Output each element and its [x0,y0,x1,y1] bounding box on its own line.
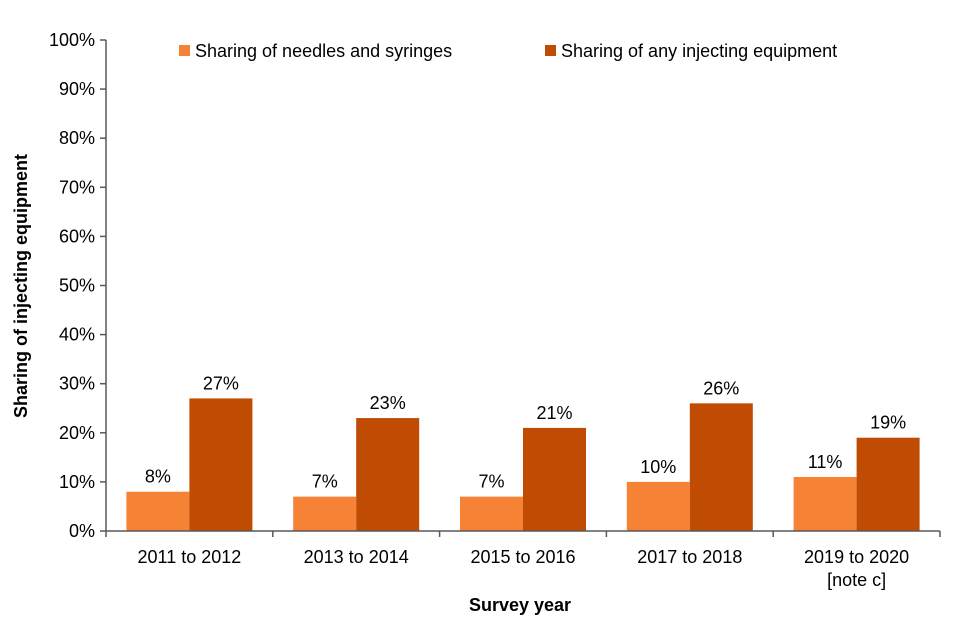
bar-series-1 [793,476,857,531]
y-tick-label: 40% [59,325,95,345]
x-tick-label: 2019 to 2020 [804,547,909,567]
y-tick-label: 0% [69,521,95,541]
x-tick-label: 2017 to 2018 [637,547,742,567]
y-tick-label: 50% [59,276,95,296]
bars [126,398,920,531]
data-label: 26% [703,378,739,398]
x-tick-label: 2015 to 2016 [470,547,575,567]
x-axis-title: Survey year [469,595,571,615]
bar-series-2 [189,398,253,531]
x-tick-label: 2013 to 2014 [304,547,409,567]
y-axis-ticks: 0% 10% 20% 30% 40% 50% 60% 70% 80% 90% 100% [49,30,106,541]
y-axis-title: Sharing of injecting equipment [11,154,31,418]
x-axis-ticks: 2011 to 2012 2013 to 2014 2015 to 2016 2017… [105,531,941,590]
legend-swatch-series-1 [179,45,190,56]
x-tick-label: [note c] [827,570,886,590]
legend-swatch-series-2 [545,45,556,56]
y-tick-label: 30% [59,374,95,394]
legend-label-series-1: Sharing of needles and syringes [195,41,452,61]
bar-series-1 [626,481,690,531]
data-label: 7% [478,472,504,492]
y-tick-label: 100% [49,30,95,50]
data-label: 7% [312,472,338,492]
y-tick-label: 10% [59,472,95,492]
bar-series-1 [460,496,523,531]
x-tick-label: 2011 to 2012 [138,547,242,567]
data-label: 21% [536,403,572,423]
bar-series-1 [293,496,357,531]
y-tick-label: 80% [59,128,95,148]
data-label: 23% [370,393,406,413]
data-label: 8% [145,467,171,487]
bar-series-2 [356,418,420,531]
legend-label-series-2: Sharing of any injecting equipment [561,41,837,61]
bar-series-2 [523,427,586,531]
y-tick-label: 90% [59,79,95,99]
bar-series-2 [856,437,920,531]
data-label: 11% [808,452,843,472]
y-tick-label: 20% [59,423,95,443]
legend: Sharing of needles and syringes Sharing o… [179,41,837,61]
bar-series-2 [689,403,753,531]
data-labels: 8% 27% 7% 23% 7% 21% 10% 26% 11% 19% [145,373,906,491]
bar-series-1 [126,491,190,531]
data-label: 10% [640,457,676,477]
data-label: 27% [203,373,239,393]
y-tick-label: 60% [59,226,95,246]
y-tick-label: 70% [59,177,95,197]
data-label: 19% [870,413,906,433]
